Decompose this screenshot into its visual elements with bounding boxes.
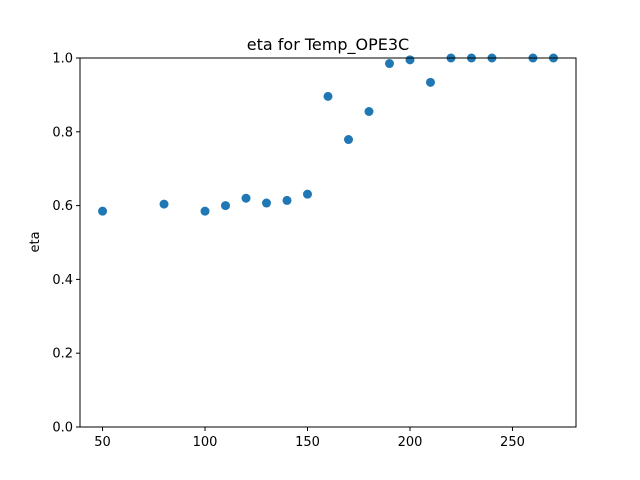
data-point xyxy=(262,198,272,208)
data-point xyxy=(282,195,292,205)
y-tick-label: 1.0 xyxy=(52,52,73,67)
plot-frame xyxy=(79,57,577,428)
x-tick-label: 50 xyxy=(94,435,111,450)
y-tick-label: 0.8 xyxy=(52,125,73,140)
y-tick-label: 0.0 xyxy=(52,421,73,436)
data-point xyxy=(303,189,313,199)
tick-layer: 50 100 150 200 250 0.0 0.2 0.4 0.6 0.8 1.0 xyxy=(52,52,525,451)
x-tick-label: 150 xyxy=(295,435,320,450)
data-point xyxy=(405,55,415,65)
x-tick-label: 200 xyxy=(398,435,423,450)
points-layer xyxy=(98,53,558,216)
y-axis-label: eta xyxy=(28,231,43,252)
y-tick-label: 0.6 xyxy=(52,199,73,214)
x-tick-label: 250 xyxy=(500,435,525,450)
data-point xyxy=(98,206,108,216)
data-point xyxy=(159,199,169,209)
data-point xyxy=(200,206,210,216)
data-point xyxy=(343,135,353,145)
data-point xyxy=(323,91,333,101)
data-point xyxy=(384,59,394,69)
chart-title: eta for Temp_OPE3C xyxy=(247,35,409,55)
y-tick-label: 0.2 xyxy=(52,347,73,362)
y-tick-label: 0.4 xyxy=(52,273,73,288)
data-point xyxy=(241,193,251,203)
data-point xyxy=(425,77,435,87)
data-point xyxy=(364,107,374,117)
x-tick-label: 100 xyxy=(193,435,218,450)
data-point xyxy=(221,201,231,211)
